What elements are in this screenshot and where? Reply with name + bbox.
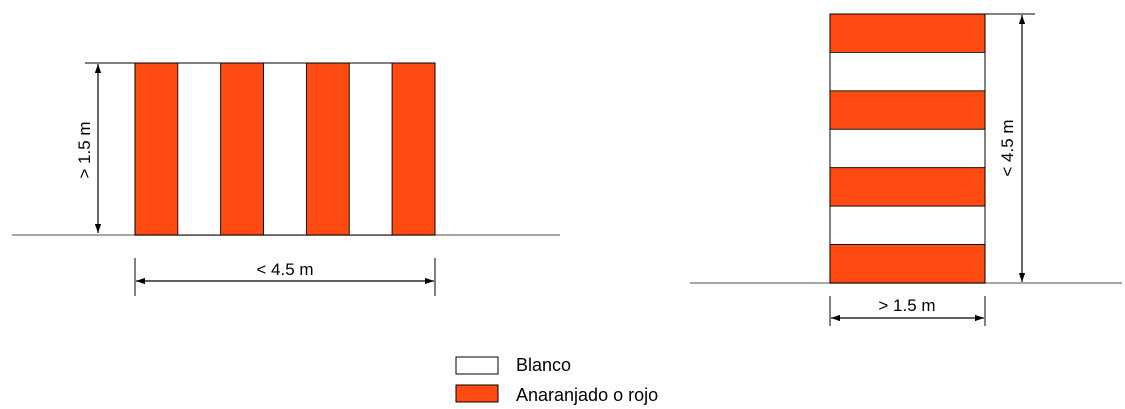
legend-swatch-white	[455, 356, 499, 375]
left-panel-outline	[134, 62, 436, 236]
left-stripe-red	[220, 62, 264, 236]
right-stripe-white	[829, 52, 986, 92]
left-stripes	[134, 62, 436, 236]
left-stripe-white	[263, 62, 307, 236]
left-width-label: < 4.5 m	[256, 260, 313, 279]
left-stripe-red	[134, 62, 179, 236]
right-width-dimension: > 1.5 m	[829, 296, 986, 326]
right-height-dimension: < 4.5 m	[985, 13, 1035, 282]
right-width-label: > 1.5 m	[878, 296, 935, 315]
right-stripe-red	[829, 90, 986, 130]
left-height-dimension: > 1.5 m	[75, 62, 135, 233]
left-stripe-white	[348, 62, 393, 236]
left-height-label: > 1.5 m	[75, 121, 94, 178]
right-height-label: < 4.5 m	[998, 119, 1017, 176]
right-stripe-red	[829, 244, 986, 284]
left-panel: > 1.5 m < 4.5 m	[12, 62, 560, 296]
left-stripe-red	[306, 62, 350, 236]
left-stripe-red	[391, 62, 436, 236]
legend-label-red: Anaranjado o rojo	[516, 385, 658, 405]
right-stripe-red	[829, 167, 986, 207]
legend-swatch-red	[455, 384, 499, 403]
right-stripes	[829, 13, 986, 284]
legend: Blanco Anaranjado o rojo	[455, 355, 658, 405]
right-panel-outline	[829, 13, 986, 284]
right-stripe-white	[829, 128, 986, 169]
right-stripe-white	[829, 205, 986, 245]
legend-label-white: Blanco	[516, 355, 571, 375]
left-stripe-white	[177, 62, 222, 236]
right-stripe-red	[829, 13, 986, 53]
left-width-dimension: < 4.5 m	[134, 258, 436, 296]
right-panel: < 4.5 m > 1.5 m	[690, 13, 1122, 326]
